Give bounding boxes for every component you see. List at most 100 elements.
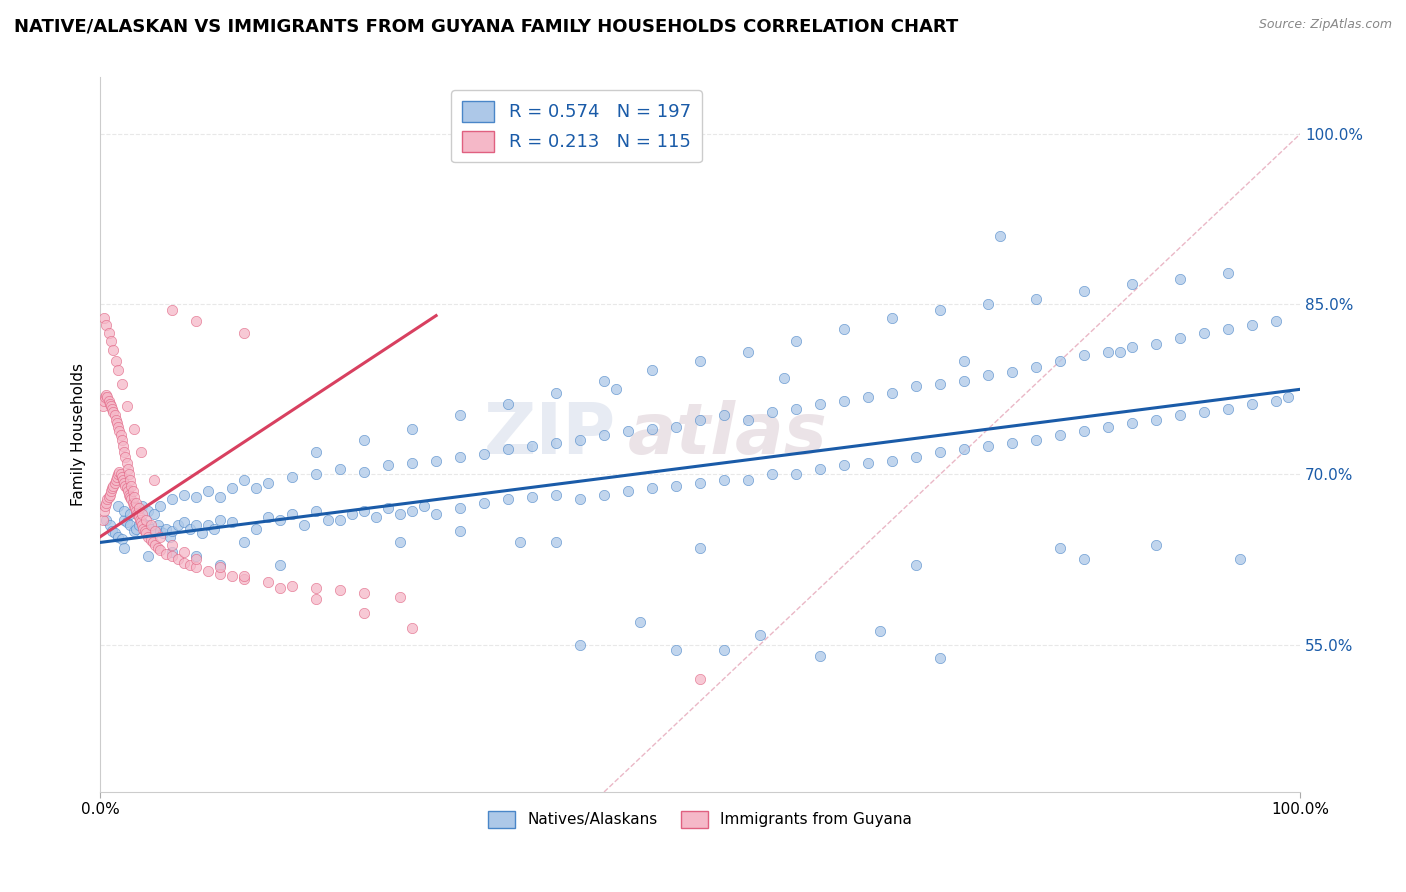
Point (202, 522, 225, 536)
Point (520, 439, 543, 453)
Point (136, 530, 159, 544)
Point (125, 504, 148, 518)
Point (340, 507, 363, 521)
Point (808, 461, 831, 475)
Point (689, 354, 711, 368)
Point (117, 461, 139, 475)
Point (593, 427, 616, 442)
Point (131, 515, 153, 529)
Point (104, 354, 127, 368)
Point (155, 522, 177, 536)
Text: NATIVE/ALASKAN VS IMMIGRANTS FROM GUYANA FAMILY HOUSEHOLDS CORRELATION CHART: NATIVE/ALASKAN VS IMMIGRANTS FROM GUYANA… (14, 18, 959, 36)
Point (118, 488, 141, 502)
Point (808, 397, 831, 411)
Point (184, 490, 207, 504)
Point (120, 490, 142, 504)
Point (364, 510, 387, 524)
Point (125, 504, 148, 518)
Point (1073, 348, 1095, 362)
Point (472, 496, 495, 510)
Point (1001, 365, 1024, 379)
Point (1216, 401, 1239, 416)
Point (269, 513, 291, 527)
Point (136, 518, 159, 533)
Point (1025, 359, 1047, 374)
Point (1121, 277, 1143, 291)
Point (305, 592, 328, 607)
Point (929, 302, 952, 317)
Point (353, 465, 375, 479)
Point (281, 469, 304, 483)
Point (197, 484, 219, 499)
Point (128, 501, 150, 516)
Legend: Natives/Alaskans, Immigrants from Guyana: Natives/Alaskans, Immigrants from Guyana (482, 805, 918, 834)
Point (689, 413, 711, 427)
Point (134, 524, 156, 538)
Point (749, 628, 772, 642)
Point (128, 510, 150, 524)
Point (1025, 292, 1047, 306)
Point (94, 499, 117, 513)
Point (143, 538, 166, 552)
Point (1229, 552, 1251, 566)
Point (257, 510, 280, 524)
Point (100, 400, 122, 414)
Point (1168, 272, 1191, 286)
Point (449, 524, 471, 538)
Point (233, 572, 256, 586)
Point (233, 473, 256, 487)
Point (785, 334, 807, 348)
Text: ZIP: ZIP (484, 401, 616, 469)
Point (1240, 397, 1263, 411)
Point (128, 513, 150, 527)
Point (245, 481, 267, 495)
Point (115, 456, 138, 470)
Point (1216, 322, 1239, 336)
Point (389, 535, 412, 549)
Point (353, 504, 375, 518)
Point (1049, 541, 1071, 555)
Point (209, 558, 232, 573)
Point (257, 575, 280, 590)
Point (152, 526, 174, 541)
Point (1265, 314, 1288, 328)
Point (1277, 390, 1299, 404)
Point (233, 535, 256, 549)
Point (737, 345, 759, 359)
Point (93, 504, 115, 518)
Point (905, 450, 928, 465)
Point (179, 522, 201, 536)
Point (880, 454, 903, 468)
Point (389, 590, 412, 604)
Point (112, 476, 135, 491)
Point (135, 513, 157, 527)
Point (449, 501, 471, 516)
Point (139, 533, 162, 548)
Point (1109, 345, 1132, 359)
Point (173, 556, 195, 570)
Point (593, 488, 616, 502)
Point (120, 479, 142, 493)
Point (1073, 284, 1095, 298)
Point (97, 326, 120, 340)
Point (977, 297, 1000, 311)
Point (401, 620, 423, 634)
Point (103, 405, 125, 419)
Point (269, 558, 291, 573)
Point (832, 458, 855, 473)
Point (112, 513, 135, 527)
Point (1192, 405, 1215, 419)
Point (257, 476, 280, 491)
Point (546, 535, 568, 549)
Point (641, 422, 664, 436)
Point (401, 504, 423, 518)
Point (953, 354, 976, 368)
Point (737, 413, 759, 427)
Point (149, 543, 172, 558)
Point (977, 368, 1000, 382)
Point (107, 419, 129, 434)
Point (160, 549, 183, 563)
Point (905, 379, 928, 393)
Point (173, 488, 195, 502)
Point (136, 504, 159, 518)
